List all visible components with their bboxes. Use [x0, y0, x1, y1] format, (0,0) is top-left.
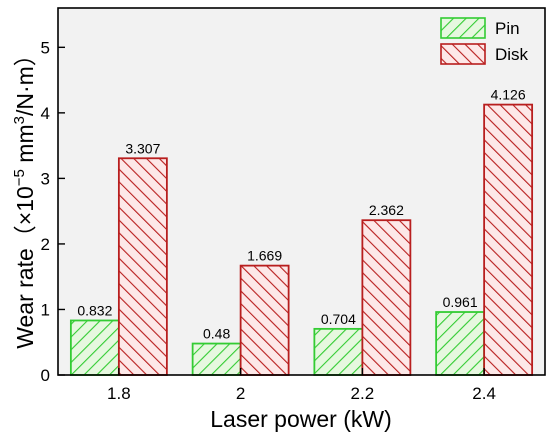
bar-pin [191, 342, 242, 376]
bars-group [69, 103, 534, 376]
data-label-pin: 0.961 [443, 294, 478, 310]
bar-disk [239, 264, 290, 376]
legend: Pin Disk [440, 17, 529, 65]
y-tick-label: 2 [41, 235, 50, 254]
bar-pin [435, 311, 486, 376]
y-axis-title-unit-end: /N·m） [12, 43, 38, 116]
y-axis-title-unit-exponent: 3 [11, 116, 28, 124]
bar-disk [483, 103, 534, 376]
legend-swatch-pin [440, 17, 486, 39]
bar-pin [313, 327, 364, 376]
x-tick-label: 2 [236, 384, 245, 403]
x-axis-title: Laser power (kW) [210, 406, 391, 432]
legend-swatch-disk [440, 43, 486, 65]
y-tick-label: 3 [41, 169, 50, 188]
legend-label-pin: Pin [495, 19, 520, 38]
x-tick-label: 1.8 [107, 384, 131, 403]
y-tick-label: 1 [41, 300, 50, 319]
data-label-disk: 2.362 [369, 202, 404, 218]
y-axis-title-exponent: −5 [11, 169, 28, 186]
legend-label-disk: Disk [495, 45, 529, 64]
data-label-disk: 4.126 [491, 87, 526, 103]
y-tick-label: 4 [41, 104, 50, 123]
y-axis: 0 1 2 3 4 5 [41, 38, 65, 385]
bar-disk [361, 219, 412, 376]
data-label-pin: 0.48 [203, 326, 230, 342]
bar-disk [117, 157, 168, 376]
data-label-pin: 0.704 [321, 311, 356, 327]
x-tick-label: 2.4 [472, 384, 496, 403]
y-axis-title: Wear rate（×10−5 mm3/N·m） [11, 43, 38, 349]
y-axis-title-unit: mm [12, 124, 38, 169]
x-axis: 1.8 2 2.2 2.4 [107, 368, 496, 403]
x-tick-label: 2.2 [351, 384, 375, 403]
data-label-pin: 0.832 [77, 302, 112, 318]
y-tick-label: 0 [41, 366, 50, 385]
data-label-disk: 3.307 [125, 140, 160, 156]
y-tick-label: 5 [41, 38, 50, 57]
bar-pin [69, 319, 120, 376]
plot-frame [57, 7, 546, 376]
data-labels-group: 0.832 3.307 0.48 1.669 0.704 2.362 0.961 4.126 [77, 87, 525, 342]
data-label-disk: 1.669 [247, 248, 282, 264]
y-axis-title-main: Wear rate（×10 [12, 186, 38, 349]
